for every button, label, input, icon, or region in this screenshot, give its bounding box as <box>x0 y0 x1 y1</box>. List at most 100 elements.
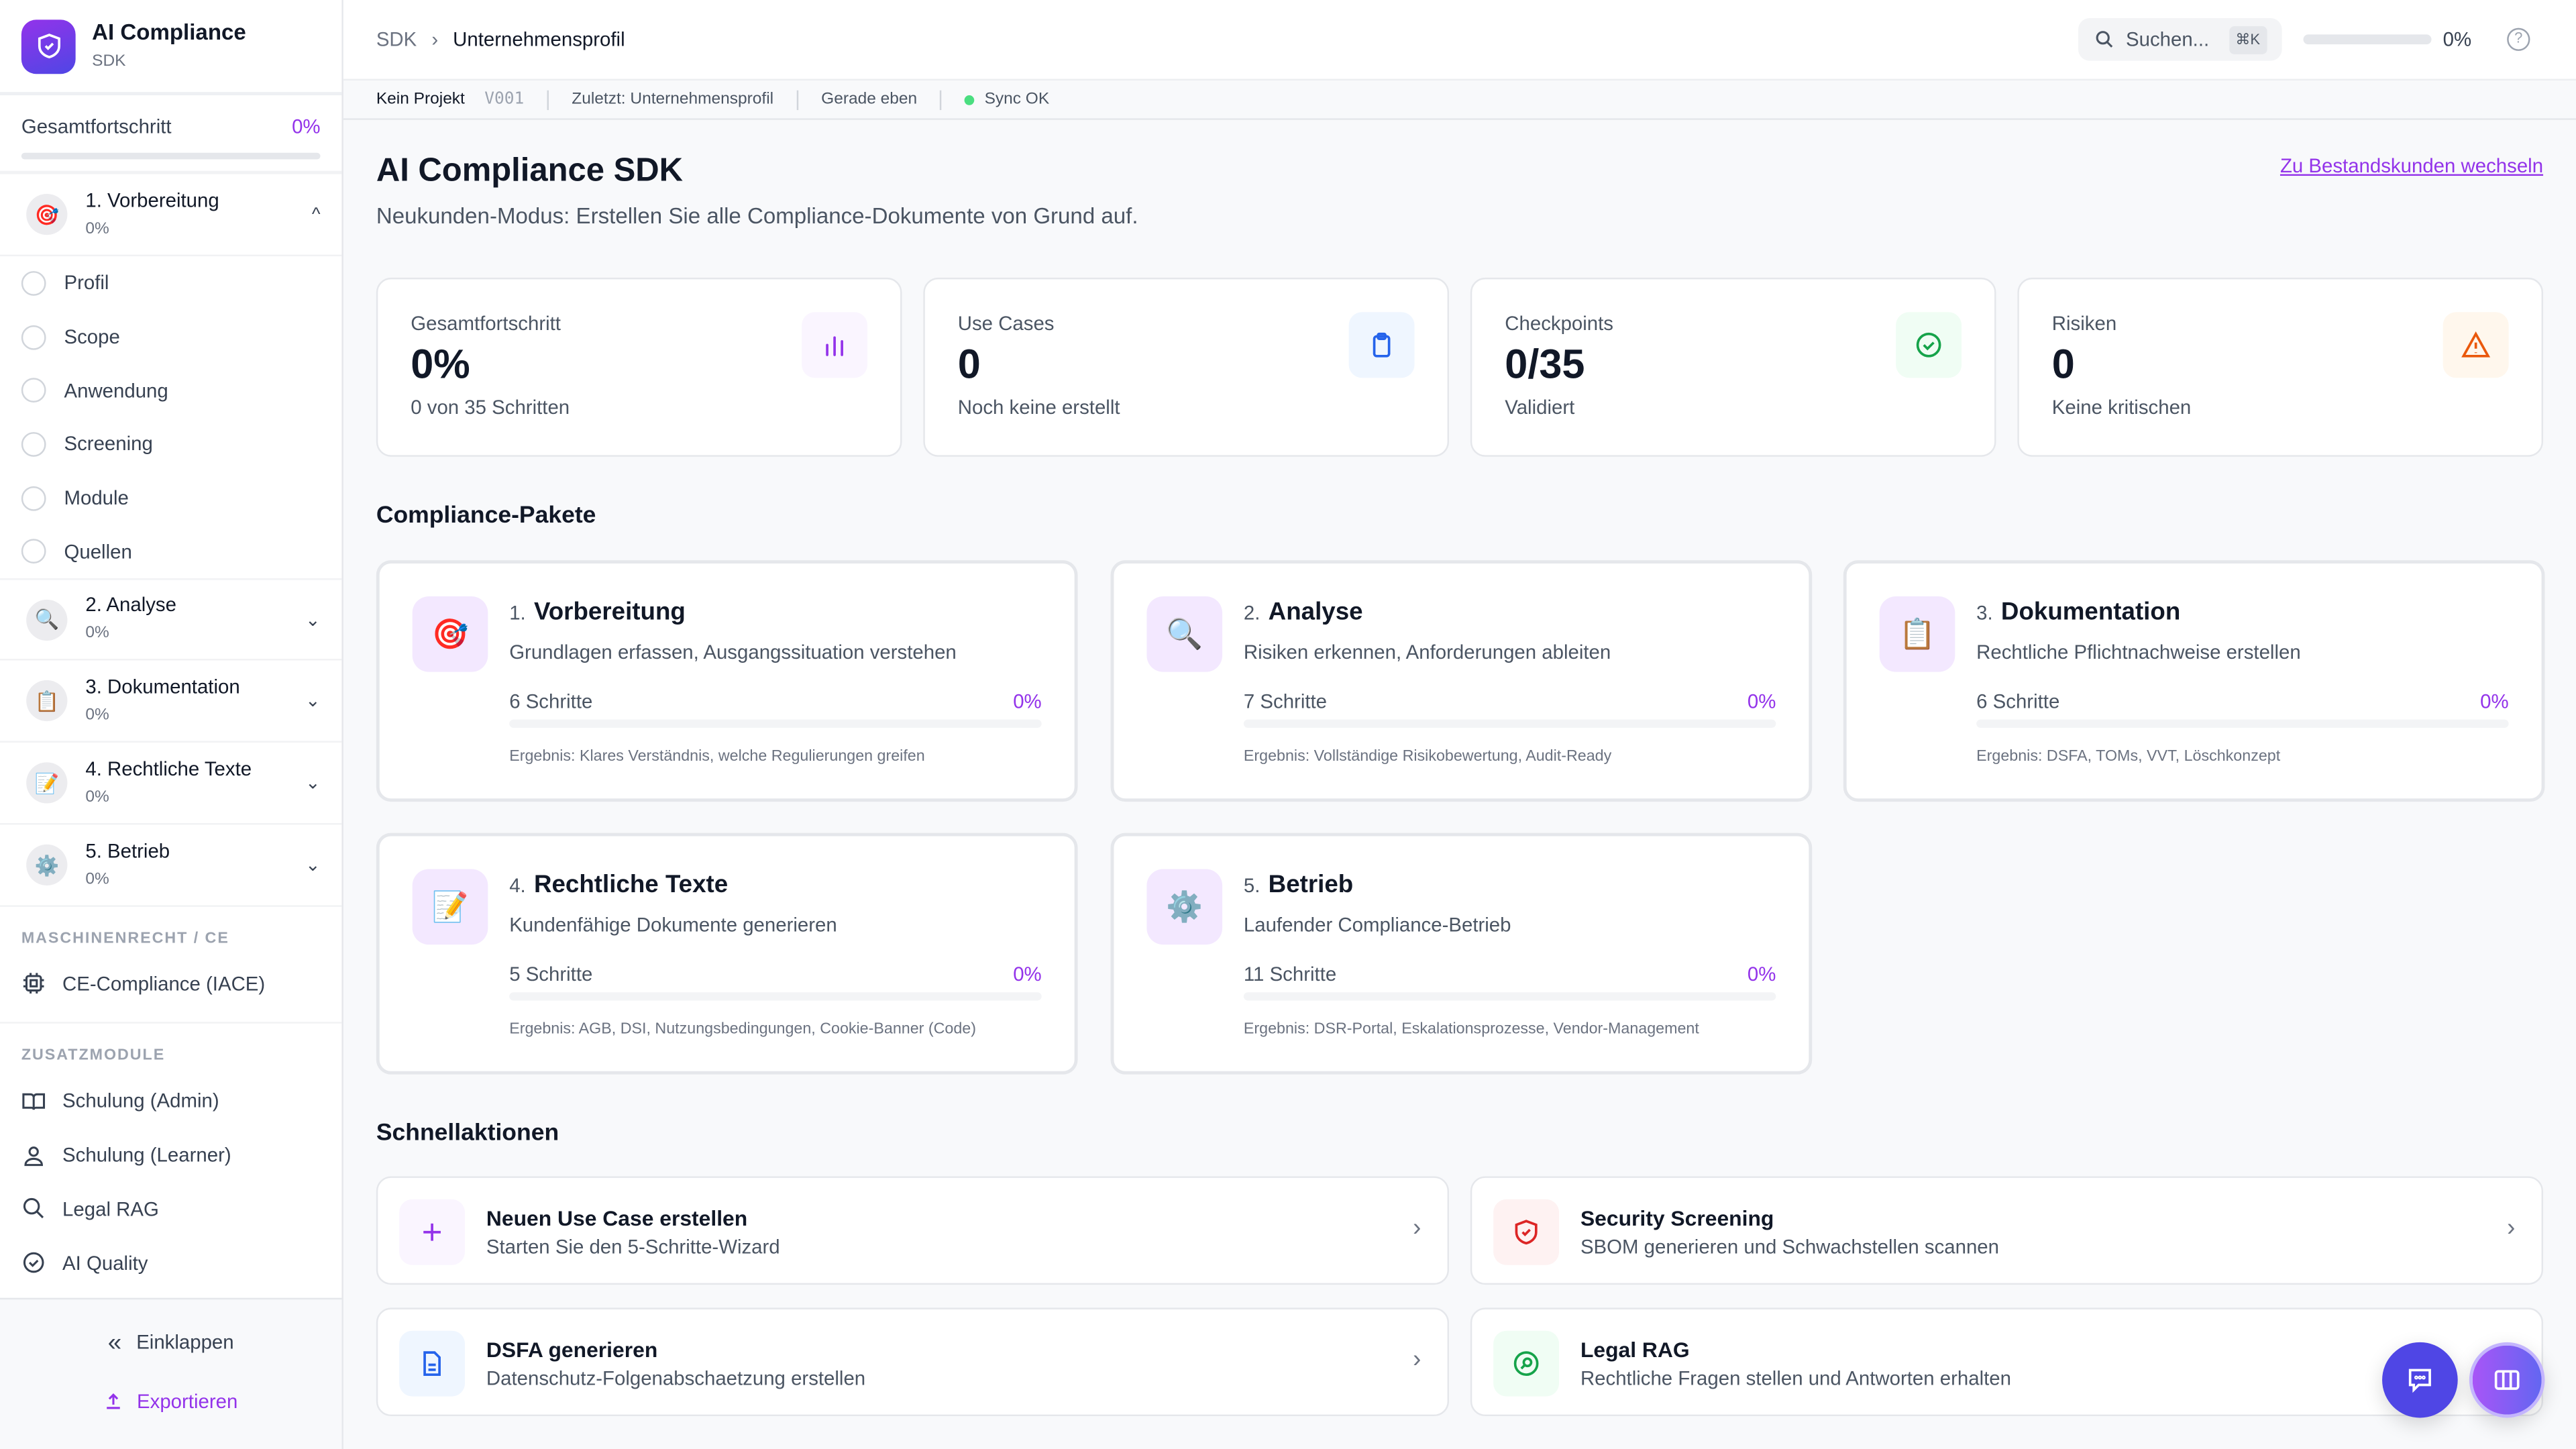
magnifier-icon: 🔍 <box>1146 596 1223 672</box>
quick-actions-heading: Schnellaktionen <box>376 1120 559 1147</box>
step-item[interactable]: Scope <box>0 310 341 364</box>
package-pct: 0% <box>1747 963 1776 986</box>
package-number: 2. <box>1243 601 1260 625</box>
phase-dokumentation[interactable]: 📋 3. Dokumentation 0% ⌄ <box>0 661 342 743</box>
document-icon <box>399 1330 466 1397</box>
quick-action-title: Security Screening <box>1580 1205 1774 1231</box>
status-bar: Kein Projekt V001 Zuletzt: Unternehmensp… <box>343 80 2576 120</box>
collapse-button[interactable]: « Einklappen <box>0 1313 341 1372</box>
package-card[interactable]: ⚙️ 5. Betrieb Laufender Compliance-Betrieb 1… <box>1110 833 1813 1075</box>
chevron-up-icon[interactable]: ^ <box>311 204 321 225</box>
stat-label: Use Cases <box>957 312 1055 335</box>
shield-logo-icon <box>21 19 76 73</box>
chevron-right-icon: › <box>431 28 439 51</box>
step-item[interactable]: Profil <box>0 256 341 310</box>
package-card[interactable]: 🎯 1. Vorbereitung Grundlagen erfassen, Ausg… <box>376 560 1078 802</box>
nav-ce-compliance[interactable]: CE-Compliance (IACE) <box>0 958 342 1024</box>
package-progress-bar <box>1976 719 2509 728</box>
radio-circle-icon <box>21 539 46 564</box>
header-progress-value: 0% <box>2443 28 2472 51</box>
package-title: Vorbereitung <box>533 598 686 627</box>
chat-button[interactable] <box>2382 1342 2458 1418</box>
phase-pct: 0% <box>85 219 109 237</box>
stat-card: Use Cases 0 Noch keine erstellt <box>923 277 1450 457</box>
stat-label: Risiken <box>2051 312 2117 335</box>
quick-action-sub: Starten Sie den 5-Schritte-Wizard <box>486 1235 780 1258</box>
bar-chart-icon <box>802 312 868 378</box>
radio-circle-icon <box>21 270 46 296</box>
radio-circle-icon <box>21 485 46 511</box>
step-item[interactable]: Screening <box>0 417 341 471</box>
nav-ai-quality[interactable]: AI Quality <box>0 1236 341 1289</box>
brand[interactable]: AI Compliance SDK <box>0 0 342 96</box>
quick-action[interactable]: Neuen Use Case erstellen Starten Sie den … <box>376 1176 1450 1285</box>
phase-pct: 0% <box>85 624 109 643</box>
quick-action-title: Neuen Use Case erstellen <box>486 1205 748 1231</box>
switch-customer-mode-link[interactable]: Zu Bestandskunden wechseln <box>2279 154 2544 178</box>
step-item[interactable]: Quellen <box>0 525 341 578</box>
quick-action[interactable]: Security Screening SBOM generieren und Sc… <box>1470 1176 2544 1285</box>
quick-action[interactable]: DSFA generieren Datenschutz-Folgenabschae… <box>376 1307 1450 1417</box>
package-result: Ergebnis: Vollständige Risikobewertung, … <box>1243 747 1612 766</box>
clipboard-icon: 📋 <box>26 680 68 722</box>
nav-label: Legal RAG <box>62 1197 159 1221</box>
chevron-down-icon[interactable]: ⌄ <box>305 692 321 712</box>
package-card[interactable]: 📝 4. Rechtliche Texte Kundenfähige Dokument… <box>376 833 1078 1075</box>
package-steps: 5 Schritte <box>509 963 593 986</box>
search-placeholder: Suchen... <box>2126 28 2210 51</box>
nav-schulung-admin[interactable]: Schulung (Admin) <box>0 1075 341 1128</box>
stat-value: 0/35 <box>1505 341 1585 388</box>
page-title: AI Compliance SDK <box>376 152 684 189</box>
main-content: SDK › Unternehmensprofil Suchen... ⌘K 0% ? … <box>343 0 2576 1449</box>
phase-label: 1. Vorbereitung <box>85 188 219 211</box>
upload-icon <box>107 1393 121 1409</box>
chevron-down-icon[interactable]: ⌄ <box>305 856 321 876</box>
help-icon[interactable]: ? <box>2507 28 2530 51</box>
stat-value: 0 <box>2051 341 2075 388</box>
target-icon: 🎯 <box>26 193 68 235</box>
breadcrumb-root[interactable]: SDK <box>376 28 417 51</box>
phase-betrieb[interactable]: ⚙️ 5. Betrieb 0% ⌄ <box>0 825 342 908</box>
packages-heading: Compliance-Pakete <box>376 502 596 529</box>
panel-toggle-button[interactable] <box>2469 1342 2545 1418</box>
radio-circle-icon <box>21 431 46 457</box>
step-label: Profil <box>64 271 109 295</box>
warning-icon <box>2443 312 2509 378</box>
chevron-right-icon: › <box>1413 1214 1421 1242</box>
package-card[interactable]: 🔍 2. Analyse Risiken erkennen, Anforderunge… <box>1110 560 1813 802</box>
memo-icon: 📝 <box>26 762 68 804</box>
stat-sub: Validiert <box>1505 396 1575 419</box>
export-label: Exportieren <box>137 1389 238 1413</box>
package-progress-bar <box>1243 992 1776 1001</box>
gear-icon: ⚙️ <box>26 845 68 886</box>
step-item[interactable]: Module <box>0 471 341 525</box>
package-desc: Kundenfähige Dokumente generieren <box>509 913 837 936</box>
chevron-down-icon[interactable]: ⌄ <box>305 610 321 631</box>
nav-label: AI Quality <box>62 1250 148 1275</box>
export-button[interactable]: Exportieren <box>0 1372 341 1431</box>
search-icon <box>2096 31 2113 48</box>
step-label: Quellen <box>64 540 132 564</box>
phase-rechtliche-texte[interactable]: 📝 4. Rechtliche Texte 0% ⌄ <box>0 743 342 825</box>
nav-label: CE-Compliance (IACE) <box>62 971 266 996</box>
save-time: Gerade eben <box>821 90 918 109</box>
package-pct: 0% <box>1013 963 1042 986</box>
progress-bar <box>21 152 321 160</box>
plus-icon <box>399 1199 466 1265</box>
phase-vorbereitung[interactable]: 🎯 1. Vorbereitung 0% ^ <box>0 174 342 257</box>
phase-analyse[interactable]: 🔍 2. Analyse 0% ⌄ <box>0 578 342 661</box>
phase-label: 5. Betrieb <box>85 839 170 862</box>
quick-action[interactable]: Legal RAG Rechtliche Fragen stellen und A… <box>1470 1307 2544 1417</box>
search-input[interactable]: Suchen... ⌘K <box>2078 17 2282 61</box>
package-card[interactable]: 📋 3. Dokumentation Rechtliche Pflichtnachwe… <box>1843 560 2545 802</box>
package-number: 1. <box>509 601 526 625</box>
radio-circle-icon <box>21 378 46 403</box>
nav-legal-rag[interactable]: Legal RAG <box>0 1182 341 1236</box>
chevron-down-icon[interactable]: ⌄ <box>305 773 321 794</box>
project-name[interactable]: Kein Projekt <box>376 90 465 109</box>
nav-schulung-learner[interactable]: Schulung (Learner) <box>0 1128 341 1182</box>
brand-subtitle: SDK <box>92 52 126 70</box>
step-item[interactable]: Anwendung <box>0 364 341 417</box>
package-desc: Laufender Compliance-Betrieb <box>1243 913 1511 936</box>
search-circle-icon <box>1493 1330 1560 1397</box>
